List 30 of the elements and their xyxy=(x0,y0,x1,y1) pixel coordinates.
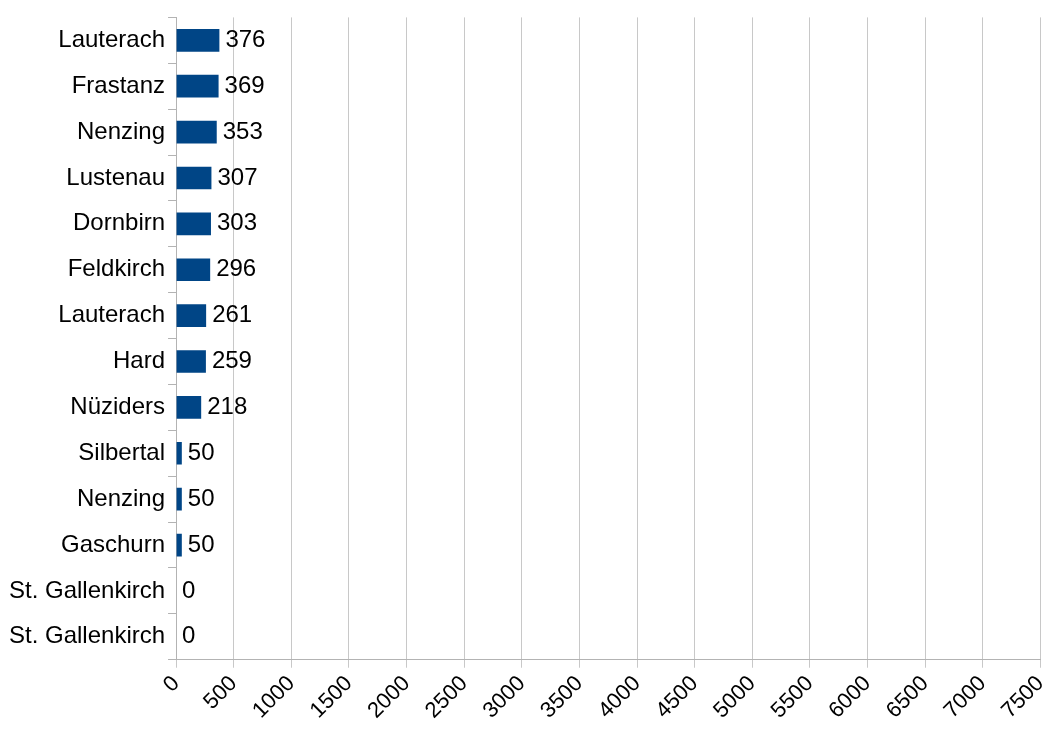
data-label: 218 xyxy=(207,392,248,420)
data-label: 369 xyxy=(224,70,265,98)
data-label: 50 xyxy=(187,529,215,557)
y-tick-label: St. Gallenkirch xyxy=(9,621,166,649)
data-label: 307 xyxy=(217,162,258,190)
data-label: 296 xyxy=(216,254,257,282)
x-tick-label: 0 xyxy=(157,670,184,697)
data-label: 50 xyxy=(187,483,215,511)
y-tick-label: Frastanz xyxy=(71,70,166,98)
data-label: 259 xyxy=(211,346,252,374)
y-tick-label: Nüziders xyxy=(70,392,166,420)
y-tick-label: Lustenau xyxy=(66,162,166,190)
y-tick-label: St. Gallenkirch xyxy=(9,575,166,603)
data-label: 376 xyxy=(225,24,266,52)
x-tick-label: 500 xyxy=(197,670,242,714)
data-label: 0 xyxy=(182,575,196,603)
data-label: 0 xyxy=(182,621,196,649)
y-tick-label: Dornbirn xyxy=(73,208,166,236)
data-label: 303 xyxy=(216,208,258,236)
y-tick-label: Lauterach xyxy=(58,24,166,52)
data-label: 50 xyxy=(187,437,215,465)
y-tick-label: Feldkirch xyxy=(67,254,166,282)
data-label: 261 xyxy=(212,300,253,328)
y-tick-label: Silbertal xyxy=(78,437,166,465)
y-tick-label: Gaschurn xyxy=(61,529,166,557)
y-tick-label: Nenzing xyxy=(77,116,166,144)
y-tick-label: Nenzing xyxy=(77,483,166,511)
y-tick-label: Hard xyxy=(113,346,166,374)
data-label: 353 xyxy=(222,116,263,144)
y-tick-label: Lauterach xyxy=(58,300,166,328)
